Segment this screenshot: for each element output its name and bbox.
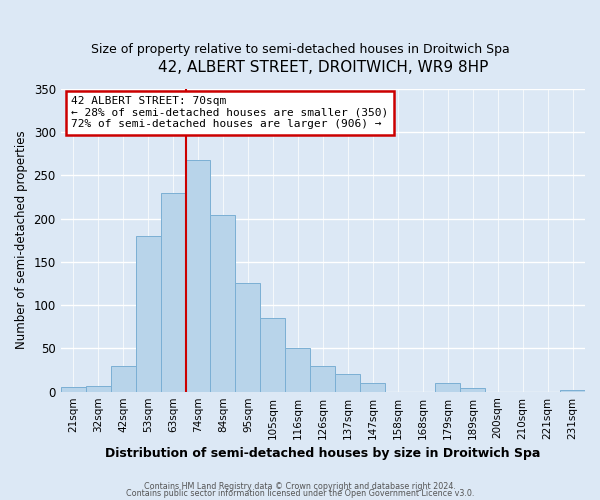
Text: Size of property relative to semi-detached houses in Droitwich Spa: Size of property relative to semi-detach… [91,42,509,56]
Y-axis label: Number of semi-detached properties: Number of semi-detached properties [15,131,28,350]
Bar [185,160,211,392]
Bar [86,386,110,392]
Bar [235,284,260,392]
Text: Contains public sector information licensed under the Open Government Licence v3: Contains public sector information licen… [126,489,474,498]
Bar [61,388,86,392]
Bar [161,192,185,392]
Bar [211,215,235,392]
Bar [460,388,485,392]
Bar [360,383,385,392]
Bar [136,236,161,392]
Bar [260,318,286,392]
Bar [560,390,585,392]
Title: 42, ALBERT STREET, DROITWICH, WR9 8HP: 42, ALBERT STREET, DROITWICH, WR9 8HP [158,60,488,75]
Text: 42 ALBERT STREET: 70sqm
← 28% of semi-detached houses are smaller (350)
72% of s: 42 ALBERT STREET: 70sqm ← 28% of semi-de… [71,96,388,130]
Bar [310,366,335,392]
Bar [435,383,460,392]
Bar [335,374,360,392]
X-axis label: Distribution of semi-detached houses by size in Droitwich Spa: Distribution of semi-detached houses by … [105,447,541,460]
Text: Contains HM Land Registry data © Crown copyright and database right 2024.: Contains HM Land Registry data © Crown c… [144,482,456,491]
Bar [110,366,136,392]
Bar [286,348,310,392]
